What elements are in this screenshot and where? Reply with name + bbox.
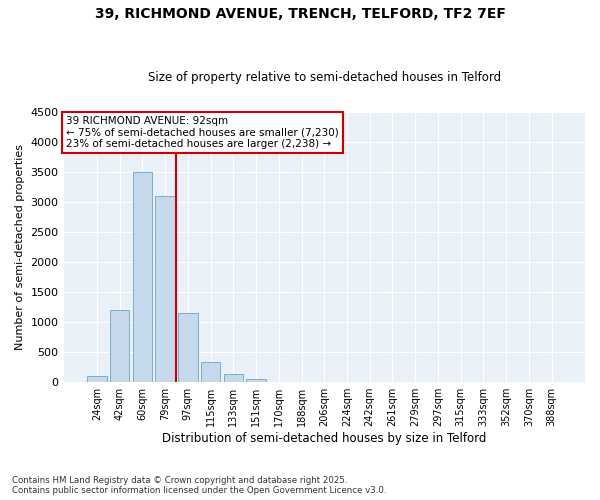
- Bar: [201, 362, 220, 382]
- Bar: [155, 196, 175, 382]
- Bar: [110, 310, 130, 382]
- Bar: [224, 374, 243, 382]
- Bar: [247, 379, 266, 382]
- Y-axis label: Number of semi-detached properties: Number of semi-detached properties: [15, 144, 25, 350]
- Bar: [178, 313, 197, 382]
- Text: Contains HM Land Registry data © Crown copyright and database right 2025.
Contai: Contains HM Land Registry data © Crown c…: [12, 476, 386, 495]
- Bar: [87, 376, 107, 382]
- Text: 39, RICHMOND AVENUE, TRENCH, TELFORD, TF2 7EF: 39, RICHMOND AVENUE, TRENCH, TELFORD, TF…: [95, 8, 505, 22]
- Text: 39 RICHMOND AVENUE: 92sqm
← 75% of semi-detached houses are smaller (7,230)
23% : 39 RICHMOND AVENUE: 92sqm ← 75% of semi-…: [66, 116, 339, 150]
- X-axis label: Distribution of semi-detached houses by size in Telford: Distribution of semi-detached houses by …: [162, 432, 487, 445]
- Title: Size of property relative to semi-detached houses in Telford: Size of property relative to semi-detach…: [148, 72, 501, 85]
- Bar: [133, 172, 152, 382]
